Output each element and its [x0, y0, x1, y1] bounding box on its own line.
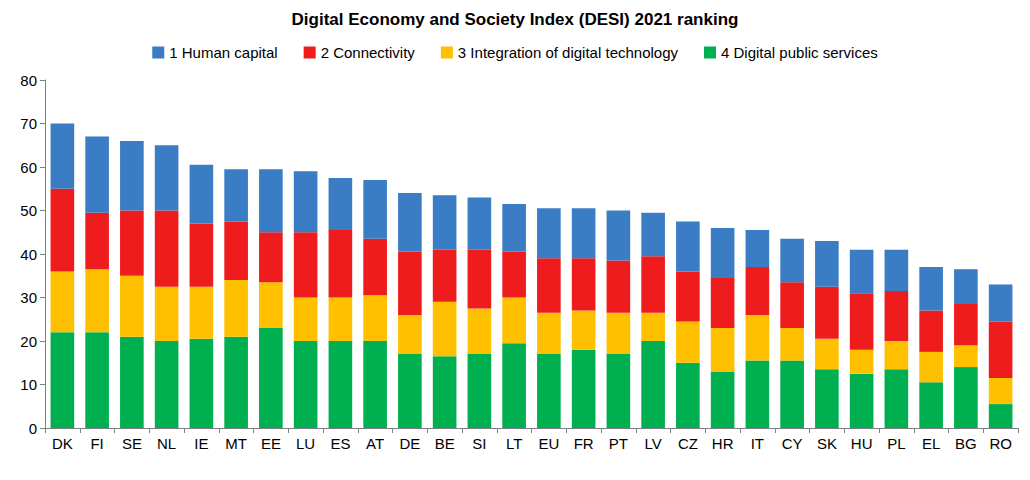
svg-text:20: 20 — [20, 333, 37, 350]
svg-text:LV: LV — [645, 435, 662, 452]
svg-text:HR: HR — [712, 435, 734, 452]
svg-text:70: 70 — [20, 115, 37, 132]
svg-text:80: 80 — [20, 72, 37, 89]
svg-text:ES: ES — [330, 435, 350, 452]
svg-text:CY: CY — [782, 435, 803, 452]
svg-text:4 Digital public services: 4 Digital public services — [721, 44, 878, 61]
svg-text:50: 50 — [20, 202, 37, 219]
svg-text:IE: IE — [194, 435, 208, 452]
svg-text:10: 10 — [20, 376, 37, 393]
svg-text:EL: EL — [922, 435, 940, 452]
svg-text:CZ: CZ — [678, 435, 698, 452]
svg-text:2 Connectivity: 2 Connectivity — [321, 44, 416, 61]
svg-text:RO: RO — [989, 435, 1012, 452]
svg-text:SE: SE — [122, 435, 142, 452]
svg-text:30: 30 — [20, 289, 37, 306]
svg-text:60: 60 — [20, 159, 37, 176]
svg-text:DK: DK — [52, 435, 73, 452]
svg-text:AT: AT — [366, 435, 384, 452]
svg-text:0: 0 — [29, 420, 37, 437]
svg-text:3 Integration of digital techn: 3 Integration of digital technology — [458, 44, 679, 61]
svg-text:LU: LU — [296, 435, 315, 452]
svg-text:MT: MT — [225, 435, 247, 452]
svg-text:FI: FI — [90, 435, 103, 452]
svg-text:BE: BE — [435, 435, 455, 452]
svg-text:HU: HU — [851, 435, 873, 452]
svg-text:LT: LT — [506, 435, 522, 452]
svg-text:BG: BG — [955, 435, 977, 452]
svg-text:1 Human capital: 1 Human capital — [169, 44, 277, 61]
svg-text:PL: PL — [887, 435, 905, 452]
svg-text:PT: PT — [609, 435, 628, 452]
svg-text:FR: FR — [574, 435, 594, 452]
svg-text:EU: EU — [538, 435, 559, 452]
svg-text:IT: IT — [751, 435, 764, 452]
svg-text:NL: NL — [157, 435, 176, 452]
svg-text:DE: DE — [399, 435, 420, 452]
svg-text:40: 40 — [20, 246, 37, 263]
svg-text:EE: EE — [261, 435, 281, 452]
svg-text:SI: SI — [472, 435, 486, 452]
svg-text:SK: SK — [817, 435, 837, 452]
svg-text:Digital Economy and Society In: Digital Economy and Society Index (DESI)… — [292, 10, 739, 29]
